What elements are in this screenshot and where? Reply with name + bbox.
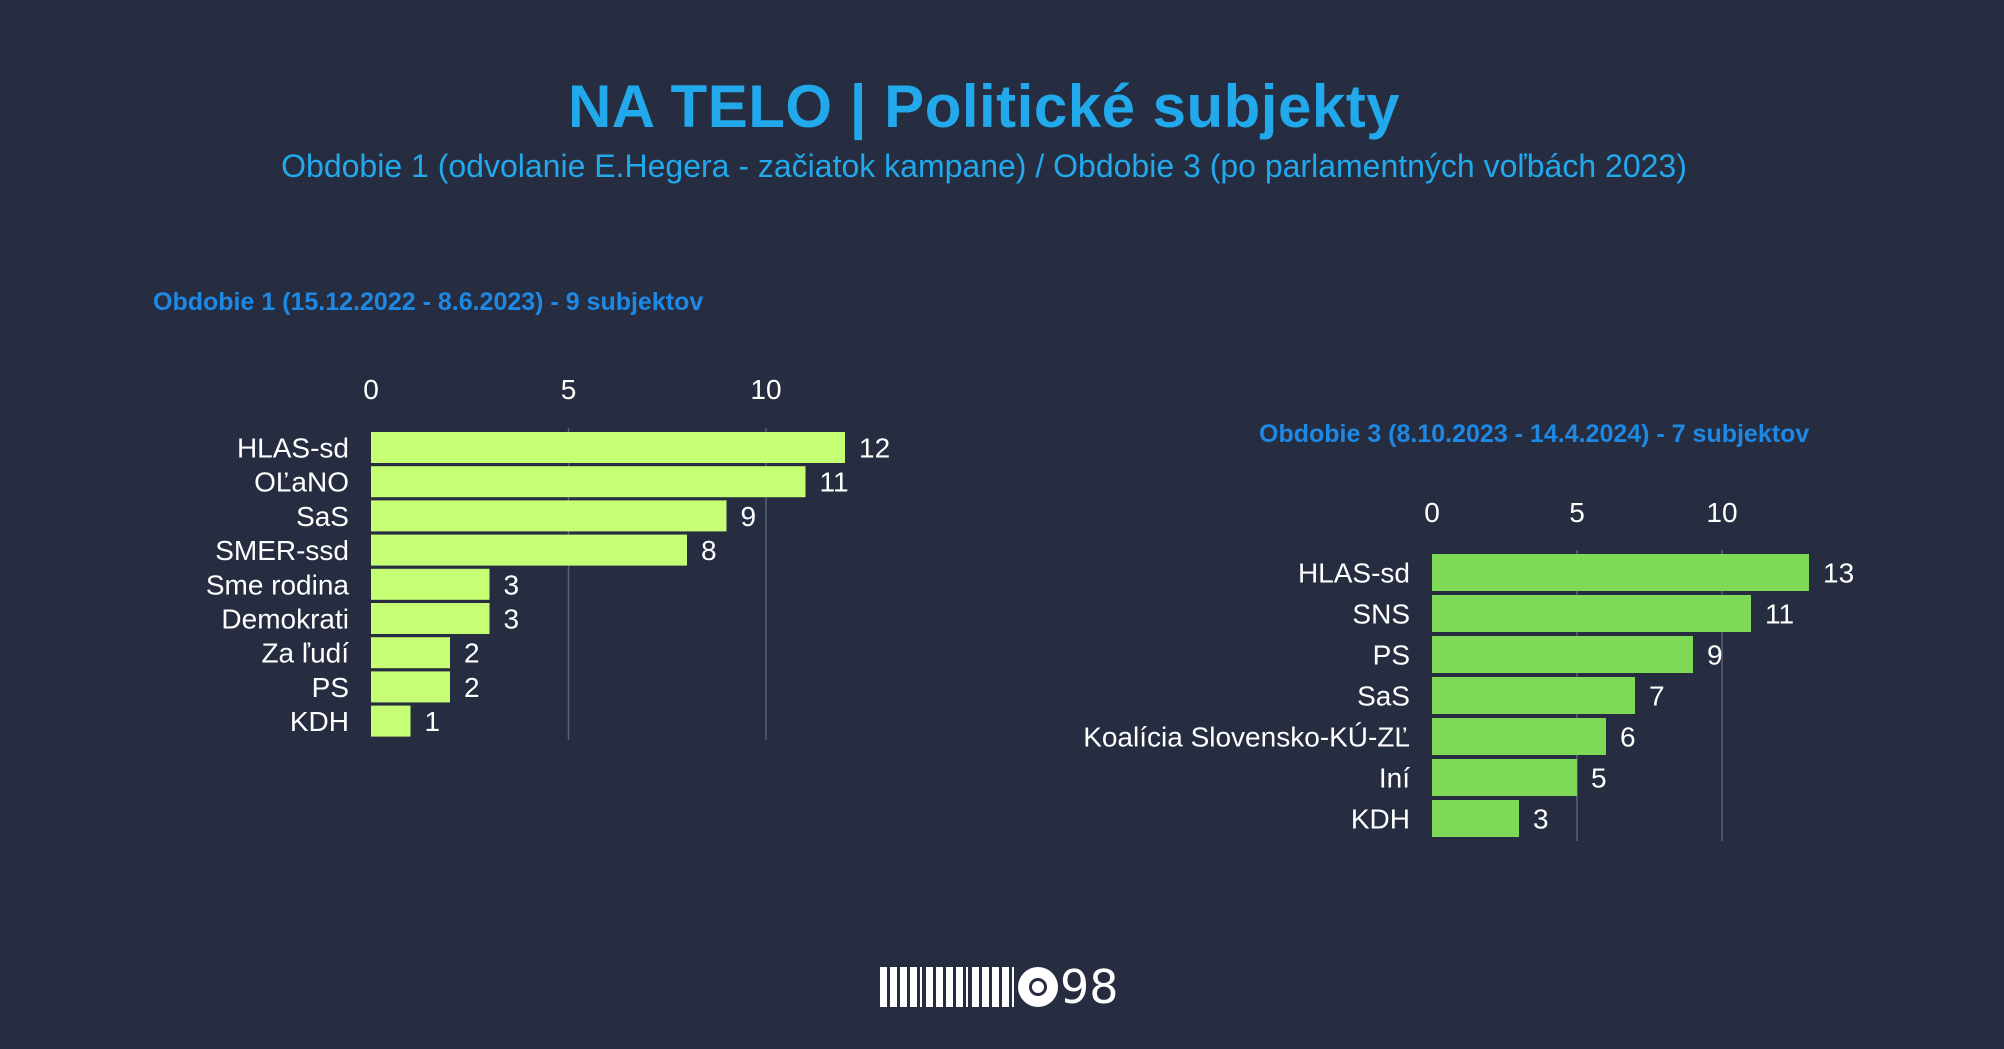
category-label: SNS bbox=[1352, 599, 1410, 630]
category-label: SMER-ssd bbox=[215, 535, 349, 566]
bar bbox=[371, 568, 490, 600]
data-label: 2 bbox=[464, 672, 480, 703]
page-title: NA TELO | Politické subjekty bbox=[567, 73, 1401, 140]
x-tick-label: 5 bbox=[1569, 497, 1585, 528]
bar bbox=[371, 603, 490, 634]
bar bbox=[371, 466, 806, 498]
category-label: HLAS-sd bbox=[237, 433, 349, 464]
data-label: 9 bbox=[741, 501, 757, 532]
page-subtitle: Obdobie 1 (odvolanie E.Hegera - začiatok… bbox=[281, 148, 1687, 184]
logo-mark-icon bbox=[880, 967, 1060, 1007]
bar bbox=[1432, 636, 1693, 673]
memo98-logo: 98 bbox=[880, 962, 1119, 1012]
bar bbox=[371, 500, 727, 532]
x-tick-label: 0 bbox=[1424, 497, 1440, 528]
data-label: 11 bbox=[820, 467, 849, 498]
category-label: KDH bbox=[290, 706, 349, 737]
data-label: 6 bbox=[1620, 722, 1636, 753]
data-label: 12 bbox=[859, 433, 890, 464]
category-label: HLAS-sd bbox=[1298, 558, 1410, 589]
x-tick-label: 0 bbox=[363, 374, 379, 405]
bar bbox=[371, 671, 450, 703]
category-label: Iní bbox=[1379, 763, 1410, 794]
bar bbox=[371, 705, 411, 737]
x-tick-label: 10 bbox=[1706, 497, 1737, 528]
data-label: 1 bbox=[425, 706, 441, 737]
data-label: 13 bbox=[1823, 558, 1854, 589]
data-label: 3 bbox=[504, 569, 520, 600]
category-label: Demokrati bbox=[221, 604, 349, 635]
category-label: Koalícia Slovensko-KÚ-ZĽ bbox=[1083, 722, 1410, 753]
category-label: PS bbox=[1373, 640, 1410, 671]
logo-disc-icon bbox=[1018, 967, 1058, 1007]
data-label: 7 bbox=[1649, 681, 1665, 712]
x-tick-label: 5 bbox=[561, 374, 577, 405]
data-label: 3 bbox=[1533, 804, 1549, 835]
data-label: 8 bbox=[701, 535, 717, 566]
data-label: 5 bbox=[1591, 763, 1607, 794]
bar bbox=[1432, 677, 1635, 714]
category-label: OĽaNO bbox=[254, 467, 349, 498]
category-label: SaS bbox=[296, 501, 349, 532]
x-tick-label: 10 bbox=[750, 374, 781, 405]
data-label: 2 bbox=[464, 638, 480, 669]
category-label: PS bbox=[312, 672, 349, 703]
bar bbox=[371, 534, 687, 566]
category-label: KDH bbox=[1351, 804, 1410, 835]
chart-title-period-3: Obdobie 3 (8.10.2023 - 14.4.2024) - 7 su… bbox=[1259, 420, 1810, 448]
bar bbox=[1432, 759, 1577, 796]
data-label: 11 bbox=[1765, 599, 1794, 630]
category-label: Za ľudí bbox=[261, 638, 349, 669]
category-label: SaS bbox=[1357, 681, 1410, 712]
data-label: 9 bbox=[1707, 640, 1723, 671]
bar bbox=[1432, 595, 1751, 632]
chart-title-period-1: Obdobie 1 (15.12.2022 - 8.6.2023) - 9 su… bbox=[153, 288, 704, 316]
bar bbox=[371, 432, 845, 463]
bar bbox=[371, 637, 450, 669]
bar bbox=[1432, 718, 1606, 755]
bar bbox=[1432, 554, 1809, 591]
logo-text: 98 bbox=[1060, 960, 1119, 1014]
category-label: Sme rodina bbox=[206, 569, 350, 600]
bar bbox=[1432, 800, 1519, 837]
data-label: 3 bbox=[504, 604, 520, 635]
